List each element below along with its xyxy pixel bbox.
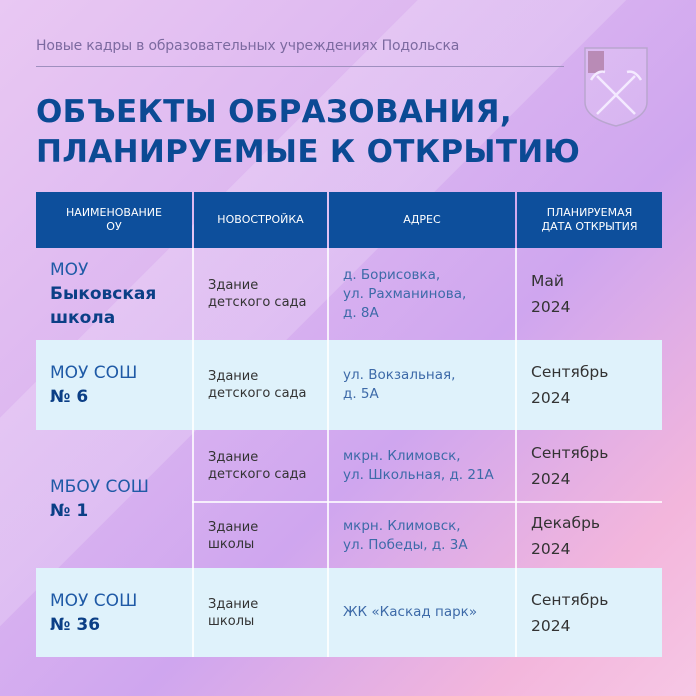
text-line: № 1 (50, 501, 89, 521)
text-line: 2024 (531, 469, 571, 488)
text-line: ул. Школьная, д. 21А (343, 466, 494, 483)
text-line: МОУ СОШ (50, 590, 138, 611)
text-line: ул. Рахманинова, (343, 285, 467, 302)
page-title-line: ОБЪЕКТЫ ОБРАЗОВАНИЯ, (36, 94, 512, 130)
subtitle: Новые кадры в образовательных учреждения… (36, 38, 460, 54)
table-cell-date: Сентябрь 2024 (517, 568, 662, 657)
text-line: Сентябрь (531, 443, 609, 462)
text-line: 2024 (531, 389, 571, 407)
text-line: Сентябрь (531, 363, 609, 381)
text-line: 2024 (531, 539, 571, 558)
table-cell-date: Сентябрь 2024 (517, 430, 662, 501)
divider (36, 66, 564, 67)
table-cell-address: д. Борисовка, ул. Рахманинова, д. 8А (329, 248, 515, 340)
divider (515, 248, 517, 657)
podolsk-coat-of-arms-icon (584, 47, 648, 127)
header-text: ДАТА ОТКРЫТИЯ (541, 220, 638, 233)
divider (192, 248, 194, 657)
header-text: АДРЕС (403, 213, 441, 226)
text-line: д. 5А (343, 386, 379, 402)
text-line: детского сада (208, 466, 307, 482)
text-line: ул. Вокзальная, (343, 367, 456, 383)
table-cell-address: ул. Вокзальная, д. 5А (329, 340, 515, 430)
header-text: НОВОСТРОЙКА (217, 213, 304, 226)
table-row-name: МОУ СОШ № 6 (36, 340, 192, 430)
text-line: мкрн. Климовск, (343, 517, 461, 534)
row-bg (36, 340, 662, 430)
header-text: НАИМЕНОВАНИЕ (66, 206, 162, 219)
text-line: Май (531, 272, 564, 290)
table-row-name: МОУ Быковская школа (36, 248, 192, 340)
table-cell-date: Сентябрь 2024 (517, 340, 662, 430)
text-line: МОУ СОШ (50, 363, 138, 383)
text-line: МОУ (50, 260, 89, 280)
text-line: Здание (208, 519, 259, 535)
table-cell-address: ЖК «Каскад парк» (329, 568, 515, 657)
text-line: № 6 (50, 387, 89, 407)
divider (192, 501, 662, 503)
text-line: Сентябрь (531, 590, 609, 609)
text-line: Быковская школа (50, 284, 157, 328)
table-cell-date: Май 2024 (517, 248, 662, 340)
text-line: школы (208, 536, 255, 552)
header-text: ОУ (106, 220, 122, 233)
table-cell-date: Декабрь 2024 (517, 503, 662, 568)
table-cell-address: мкрн. Климовск, ул. Победы, д. 3А (329, 503, 515, 568)
text-line: Здание (208, 596, 259, 612)
header-text: ПЛАНИРУЕМАЯ (546, 206, 633, 219)
text-line: школы (208, 613, 255, 629)
page-title: ОБЪЕКТЫ ОБРАЗОВАНИЯ, ПЛАНИРУЕМЫЕ К ОТКРЫ… (36, 92, 580, 172)
text-line: 2024 (531, 298, 571, 316)
header-address: АДРЕС (329, 192, 515, 248)
text-line: Здание (208, 449, 259, 465)
table-cell-address: мкрн. Климовск, ул. Школьная, д. 21А (329, 430, 515, 501)
divider (327, 248, 329, 657)
table-cell-building: Здание школы (194, 503, 327, 568)
text-line: мкрн. Климовск, (343, 447, 461, 464)
text-line: ЖК «Каскад парк» (343, 604, 478, 620)
text-line: 2024 (531, 616, 571, 635)
text-line: Здание (208, 278, 259, 293)
table-cell-building: Здание детского сада (194, 340, 327, 430)
text-line: МБОУ СОШ (50, 477, 149, 497)
text-line: Здание (208, 369, 259, 384)
text-line: д. Борисовка, (343, 266, 441, 283)
text-line: Декабрь (531, 513, 601, 532)
header-date: ПЛАНИРУЕМАЯ ДАТА ОТКРЫТИЯ (517, 192, 662, 248)
table-row-name: МОУ СОШ № 36 (36, 568, 192, 657)
text-line: д. 8А (343, 304, 379, 321)
text-line: детского сада (208, 295, 307, 310)
page-title-line: ПЛАНИРУЕМЫЕ К ОТКРЫТИЮ (36, 134, 581, 170)
text-line: детского сада (208, 386, 307, 401)
header-name: НАИМЕНОВАНИЕ ОУ (36, 192, 192, 248)
table-cell-building: Здание школы (194, 568, 327, 657)
row-bg (36, 568, 662, 657)
table-cell-building: Здание детского сада (194, 248, 327, 340)
table-row-name: МБОУ СОШ № 1 (36, 430, 192, 568)
text-line: ул. Победы, д. 3А (343, 536, 468, 553)
table-cell-building: Здание детского сада (194, 430, 327, 501)
header-building: НОВОСТРОЙКА (194, 192, 327, 248)
text-line: № 36 (50, 614, 101, 635)
